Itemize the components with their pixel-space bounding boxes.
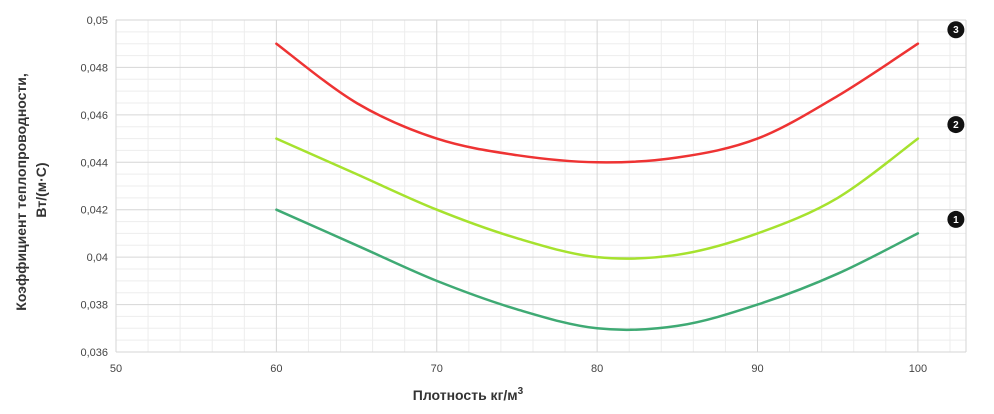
x-tick-label: 90: [751, 363, 763, 375]
series-marker-label: 3: [953, 25, 959, 36]
x-tick-label: 60: [270, 363, 282, 375]
y-axis-title-line-1: Коэффициент теплопроводности,: [13, 73, 29, 311]
series-marker-label: 1: [953, 215, 959, 226]
y-tick-label: 0,038: [80, 300, 108, 312]
x-tick-labels: 50 60 70 80 90 100: [110, 363, 927, 375]
y-tick-label: 0,05: [87, 15, 108, 27]
series-marker-circle: [947, 210, 965, 228]
series-marker-circle: [947, 21, 965, 39]
x-tick-label: 70: [431, 363, 443, 375]
y-tick-label: 0,036: [80, 347, 108, 359]
x-axis-title-text: Плотность кг/м: [413, 387, 518, 403]
series-line-3: [275, 42, 920, 164]
y-tick-label: 0,048: [80, 62, 108, 74]
series-line-2: [275, 137, 920, 260]
series-marker-1: 1: [947, 210, 965, 228]
x-tick-label: 100: [909, 363, 927, 375]
x-tick-label: 80: [591, 363, 603, 375]
y-tick-label: 0,04: [87, 252, 108, 264]
y-tick-labels: 0,036 0,038 0,04 0,042 0,044 0,046 0,048 0,05: [80, 15, 108, 359]
y-axis-title-line-2: Вт/(м·С): [33, 162, 49, 217]
minor-grid: [116, 20, 966, 352]
x-axis-title-superscript: 3: [518, 386, 524, 397]
y-axis-title: Коэффициент теплопроводности, Вт/(м·С): [13, 69, 49, 310]
series-marker-3: 3: [947, 21, 965, 39]
series-line-1: [275, 208, 920, 332]
x-tick-label: 50: [110, 363, 122, 375]
series-markers: 3 2 1: [947, 21, 965, 228]
y-tick-label: 0,046: [80, 110, 108, 122]
y-tick-label: 0,044: [80, 157, 108, 169]
major-grid: [115, 19, 967, 353]
series-marker-label: 2: [953, 120, 959, 131]
series-marker-circle: [947, 116, 965, 134]
series-lines: [275, 42, 920, 332]
y-tick-label: 0,042: [80, 205, 108, 217]
series-marker-2: 2: [947, 116, 965, 134]
x-axis-title: Плотность кг/м3: [413, 386, 524, 403]
